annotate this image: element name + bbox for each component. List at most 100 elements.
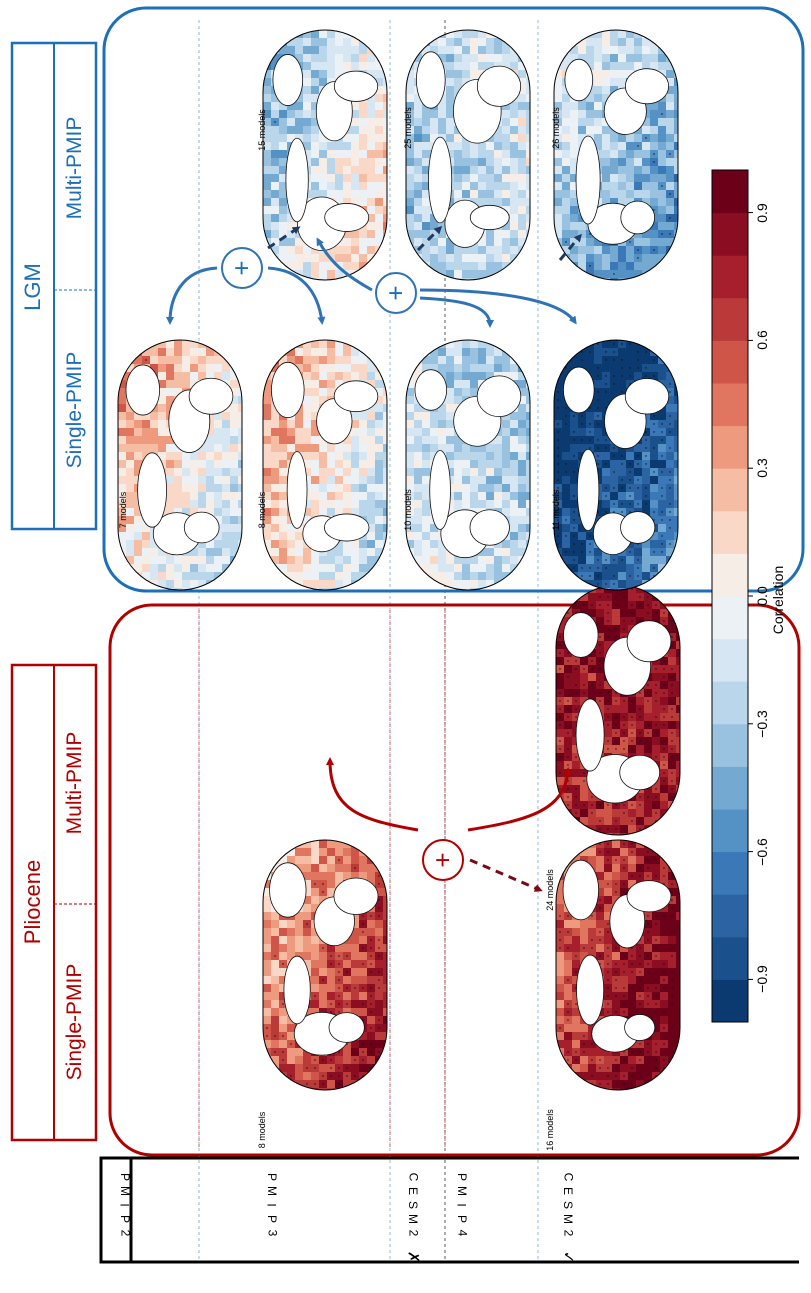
row-label-char: 2 <box>118 1229 132 1237</box>
colorbar-segment <box>712 255 748 299</box>
lgm-panel <box>102 6 805 593</box>
map-label-lgm-pmip3-single: 8 models <box>257 491 267 529</box>
pliocene-arrow-to-pmip3 <box>326 757 419 832</box>
row-label-char: C <box>405 1172 420 1182</box>
row-label-mark: ✓ <box>558 1250 577 1264</box>
pliocene-title: Pliocene <box>20 859 45 945</box>
lgm-group <box>10 6 805 593</box>
colorbar-label: Correlation <box>770 565 786 635</box>
pliocene-single-label: Single-PMIP <box>63 963 86 1081</box>
colorbar-tick-label: 0.3 <box>754 458 770 478</box>
row-label-char: M <box>118 1186 132 1196</box>
pliocene-multi-label: Multi-PMIP <box>63 731 86 835</box>
lgm-arrow-to-cesmx-multi <box>316 237 373 292</box>
lgm-plus-sign-1: + <box>226 260 257 276</box>
row-label-char: P <box>454 1172 469 1182</box>
colorbar-segment <box>712 212 748 256</box>
row-label-char: C <box>560 1172 575 1182</box>
colorbar-segment <box>712 383 748 427</box>
pliocene-arrow-to-multi <box>469 858 543 892</box>
map-lgm-pmip23-multi <box>262 29 388 281</box>
pliocene-plus-sign: + <box>427 852 458 868</box>
map-label-lgm-pmip4-multi: 26 models <box>551 107 561 149</box>
lgm-arrow-to-cesmx-single <box>419 296 494 328</box>
row-label-cesm2-x: C E S M 2 ✗ <box>403 1170 422 1266</box>
colorbar-segment <box>712 681 748 725</box>
pliocene-group <box>10 603 801 1157</box>
colorbar-segment <box>712 425 748 469</box>
arrows-layer <box>166 225 582 892</box>
map-plio-pmip4-multi <box>555 584 681 836</box>
row-label-char: 2 <box>561 1229 575 1237</box>
pliocene-arrow-to-pmip4 <box>467 767 572 832</box>
colorbar-tick-label: −0.6 <box>754 837 770 866</box>
row-label-char: M <box>265 1186 279 1196</box>
colorbar-segment <box>712 297 748 341</box>
colorbar-segment <box>712 979 748 1023</box>
map-lgm-pmip3-single <box>262 339 388 591</box>
colorbar-segment <box>712 894 748 938</box>
colorbar-tick-label: 0.9 <box>754 202 770 223</box>
lgm-arrow-to-pmip4-multi-dashed <box>558 233 582 261</box>
map-label-plio-pmip3-single: 8 models <box>257 1111 267 1149</box>
colorbar-segment <box>712 553 748 597</box>
row-label-char: P <box>117 1172 132 1182</box>
row-dividers <box>198 20 539 1262</box>
colorbar <box>711 169 753 1023</box>
row-label-cesm2-check: C E S M 2 ✓ <box>558 1170 577 1266</box>
row-label-char: P <box>117 1214 132 1224</box>
row-label-char: I <box>118 1203 132 1207</box>
row-label-char: S <box>405 1200 420 1210</box>
row-label-char: I <box>455 1203 469 1207</box>
map-label-plio-pmip4-single: 16 models <box>545 1109 555 1151</box>
lgm-arrow-to-pmip2 <box>166 266 218 325</box>
colorbar-segment <box>712 596 748 640</box>
map-label-lgm-cesmx-single: 10 models <box>403 489 413 531</box>
colorbar-segment <box>712 340 748 384</box>
row-label-char: P <box>264 1172 279 1182</box>
row-label-char: E <box>405 1186 420 1196</box>
pliocene-panel <box>108 603 801 1157</box>
map-lgm-pmip4-single <box>553 339 679 591</box>
map-plio-pmip3-single <box>262 839 388 1091</box>
map-lgm-pmip4-multi <box>553 29 679 281</box>
maps-layer <box>117 29 681 1091</box>
map-label-lgm-pmip23-multi: 15 models <box>257 109 267 151</box>
colorbar-segment <box>712 468 748 512</box>
colorbar-tick-label: 0.6 <box>754 330 770 351</box>
lgm-arrow-to-cesmx-multi-dashed <box>416 225 443 252</box>
colorbar-segment <box>712 723 748 767</box>
row-label-char: I <box>265 1203 279 1207</box>
row-label-char: S <box>560 1200 575 1210</box>
lgm-single-label: Single-PMIP <box>63 351 86 469</box>
row-label-mark: ✗ <box>403 1250 422 1264</box>
row-label-char: 3 <box>265 1229 279 1237</box>
lgm-plus-1 <box>221 247 263 289</box>
colorbar-segment <box>712 851 748 895</box>
lgm-arrow-to-pmip3 <box>267 266 326 325</box>
map-lgm-cesmx-multi <box>405 29 531 281</box>
map-label-plio-pmip4-multi: 24 models <box>545 869 555 911</box>
row-label-char: M <box>406 1214 420 1224</box>
colorbar-segment <box>712 638 748 682</box>
row-label-char: 4 <box>455 1229 469 1237</box>
row-label-char: M <box>561 1214 575 1224</box>
row-label-char: E <box>560 1186 575 1196</box>
map-label-lgm-cesmx-multi: 25 models <box>403 107 413 149</box>
colorbar-tick-label: −0.9 <box>754 965 770 994</box>
colorbar-segment <box>712 809 748 853</box>
row-label-char: M <box>455 1186 469 1196</box>
colorbar-segment <box>712 936 748 980</box>
pliocene-plus <box>422 839 464 881</box>
map-lgm-pmip2-single <box>117 339 243 591</box>
map-lgm-cesmx-single <box>405 339 531 591</box>
map-label-lgm-pmip2-single: 7 models <box>118 491 128 529</box>
colorbar-segment <box>712 170 748 214</box>
colorbar-tick-label: 0.0 <box>754 586 770 606</box>
row-label-char: P <box>454 1214 469 1224</box>
row-label-frame <box>99 1156 799 1264</box>
lgm-arrow-to-pmip23-multi <box>267 226 301 250</box>
